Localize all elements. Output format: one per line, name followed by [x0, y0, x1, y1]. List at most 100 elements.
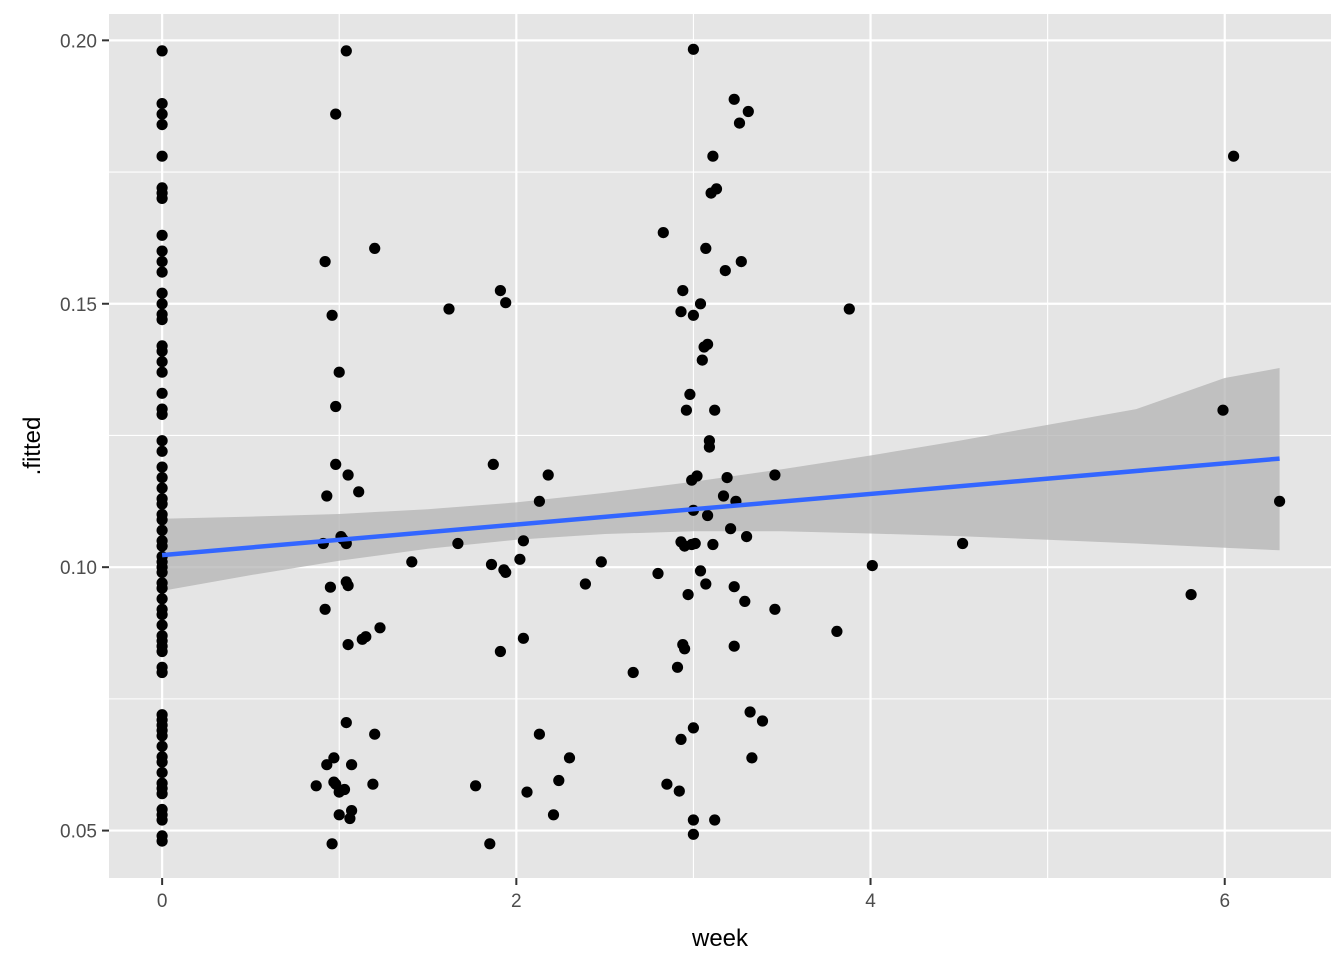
data-point	[735, 256, 747, 268]
x-axis: 0 2 4 6	[157, 878, 1230, 912]
data-point	[156, 645, 168, 658]
x-tick-label: 4	[865, 891, 876, 912]
data-point	[517, 632, 530, 644]
data-point	[494, 285, 506, 297]
data-point	[707, 150, 719, 162]
data-point	[500, 297, 512, 309]
data-point	[696, 354, 708, 366]
data-point	[725, 523, 737, 535]
data-point	[330, 108, 342, 120]
data-point	[156, 619, 168, 631]
data-point	[367, 778, 379, 790]
data-point	[156, 98, 168, 110]
data-point	[702, 338, 714, 350]
data-point	[866, 560, 878, 572]
data-point	[156, 287, 168, 299]
data-point	[156, 345, 168, 357]
y-tick-label: 0.05	[60, 822, 97, 843]
data-point	[340, 45, 352, 57]
data-point	[719, 265, 731, 277]
x-tick-label: 2	[511, 891, 522, 912]
data-point	[542, 469, 554, 481]
data-point	[717, 490, 730, 502]
data-point	[746, 752, 758, 764]
data-point	[756, 715, 769, 727]
data-point	[156, 266, 168, 278]
data-point	[769, 469, 781, 481]
data-point	[744, 706, 756, 718]
data-point	[675, 733, 687, 746]
data-point	[156, 582, 168, 594]
data-point	[321, 759, 333, 771]
data-point	[675, 306, 687, 318]
data-point	[310, 780, 322, 792]
data-point	[156, 150, 168, 162]
data-point	[677, 285, 689, 297]
data-point	[406, 556, 418, 568]
confidence-ribbon	[162, 368, 1280, 591]
data-point	[710, 183, 723, 195]
data-point	[728, 640, 740, 652]
data-point	[687, 814, 700, 826]
data-point	[657, 227, 669, 239]
data-point	[156, 108, 168, 120]
data-point	[485, 558, 498, 571]
data-point	[517, 535, 530, 547]
data-point	[369, 728, 381, 740]
data-point	[156, 472, 168, 484]
data-point	[156, 767, 168, 779]
data-point	[346, 805, 358, 817]
data-point	[156, 593, 168, 605]
data-point	[156, 566, 168, 579]
data-point	[728, 93, 740, 105]
data-point	[156, 314, 168, 326]
data-point	[342, 469, 354, 481]
data-point	[452, 537, 464, 550]
data-point	[156, 788, 168, 800]
data-point	[156, 119, 168, 131]
data-point	[342, 639, 354, 651]
data-point	[1228, 150, 1240, 162]
data-point	[679, 643, 691, 655]
data-point	[156, 45, 168, 57]
fit-line-layer	[161, 456, 1280, 558]
data-point	[843, 303, 855, 315]
data-point	[321, 490, 333, 502]
data-point	[691, 470, 703, 482]
data-point	[661, 778, 673, 790]
data-point	[1185, 589, 1197, 601]
data-point	[319, 603, 331, 615]
y-tick-label: 0.20	[60, 31, 97, 52]
data-point	[156, 356, 168, 368]
data-point	[739, 595, 751, 608]
data-point	[514, 553, 526, 565]
data-point	[709, 404, 721, 416]
data-point	[156, 540, 168, 552]
data-point	[494, 645, 506, 658]
data-point	[156, 256, 168, 268]
data-point	[579, 578, 592, 590]
data-point	[156, 408, 168, 420]
data-point	[684, 388, 696, 400]
data-point	[521, 786, 533, 798]
data-point	[156, 445, 168, 457]
data-point	[500, 566, 512, 579]
data-point	[673, 785, 685, 797]
data-point	[687, 309, 700, 321]
data-point	[156, 245, 168, 257]
data-point	[682, 589, 694, 601]
data-point	[728, 581, 740, 593]
data-point	[326, 838, 338, 850]
data-point	[324, 581, 336, 593]
data-point	[319, 256, 331, 268]
data-point	[156, 524, 168, 536]
data-point	[156, 461, 168, 473]
data-point	[156, 514, 168, 526]
data-point	[671, 661, 684, 673]
fit-line	[161, 456, 1280, 558]
data-point	[721, 472, 733, 484]
data-point	[733, 117, 746, 129]
data-point	[330, 400, 342, 413]
data-point	[703, 441, 716, 453]
data-point	[156, 730, 168, 742]
